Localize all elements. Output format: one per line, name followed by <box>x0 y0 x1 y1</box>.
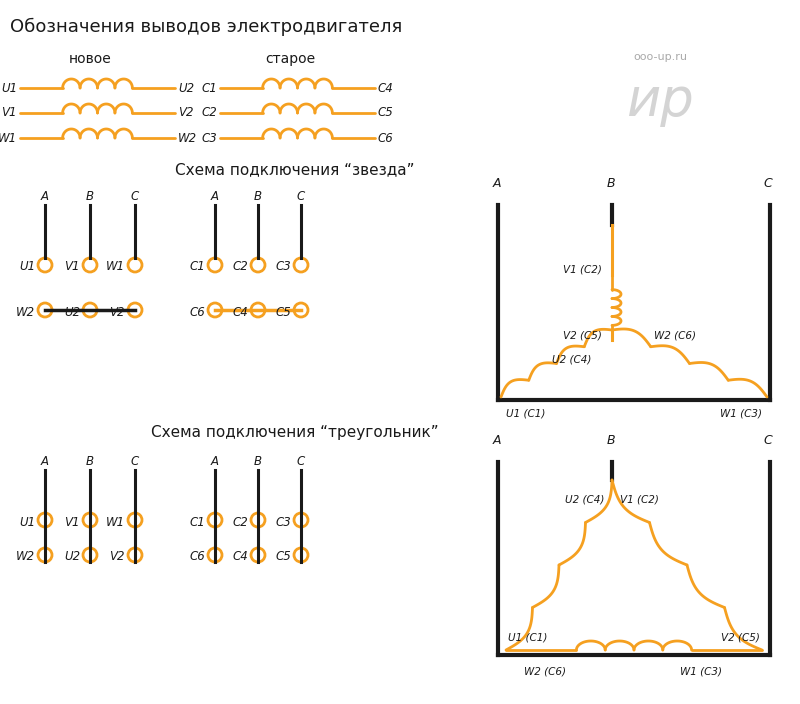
Text: V2: V2 <box>110 306 125 318</box>
Text: V1 (C2): V1 (C2) <box>620 495 659 505</box>
Text: U1: U1 <box>19 515 35 529</box>
Text: C5: C5 <box>378 106 394 120</box>
Text: Схема подключения “треугольник”: Схема подключения “треугольник” <box>151 425 439 440</box>
Text: C4: C4 <box>232 551 248 563</box>
Text: W1 (C3): W1 (C3) <box>680 667 722 677</box>
Text: B: B <box>254 455 262 468</box>
Text: B: B <box>607 177 616 190</box>
Text: V2 (C5): V2 (C5) <box>721 632 760 642</box>
Text: V1 (C2): V1 (C2) <box>563 265 602 275</box>
Text: U1 (C1): U1 (C1) <box>506 408 546 418</box>
Text: C4: C4 <box>232 306 248 318</box>
Text: V2: V2 <box>178 106 194 120</box>
Text: V1: V1 <box>2 106 17 120</box>
Text: U2 (C4): U2 (C4) <box>552 355 592 365</box>
Text: C3: C3 <box>202 132 217 144</box>
Text: U2: U2 <box>64 551 80 563</box>
Text: W1 (C3): W1 (C3) <box>720 408 762 418</box>
Text: новое: новое <box>69 52 111 66</box>
Text: W1: W1 <box>106 515 125 529</box>
Text: C: C <box>763 434 772 447</box>
Text: W2: W2 <box>16 306 35 318</box>
Text: V2 (C5): V2 (C5) <box>563 330 602 340</box>
Text: C6: C6 <box>190 551 205 563</box>
Text: C: C <box>297 455 305 468</box>
Text: U2: U2 <box>64 306 80 318</box>
Text: U2: U2 <box>178 82 194 94</box>
Text: U1: U1 <box>1 82 17 94</box>
Text: W2 (C6): W2 (C6) <box>654 330 696 340</box>
Text: C6: C6 <box>190 306 205 318</box>
Text: W1: W1 <box>0 132 17 144</box>
Text: W1: W1 <box>106 260 125 273</box>
Text: A: A <box>41 455 49 468</box>
Text: B: B <box>86 455 94 468</box>
Text: C3: C3 <box>275 260 291 273</box>
Text: C1: C1 <box>190 260 205 273</box>
Text: C3: C3 <box>275 515 291 529</box>
Text: C6: C6 <box>378 132 394 144</box>
Text: C: C <box>131 190 139 203</box>
Text: A: A <box>211 190 219 203</box>
Text: B: B <box>254 190 262 203</box>
Text: A: A <box>493 177 502 190</box>
Text: C1: C1 <box>190 515 205 529</box>
Text: U1: U1 <box>19 260 35 273</box>
Text: V1: V1 <box>65 260 80 273</box>
Text: A: A <box>211 455 219 468</box>
Text: B: B <box>607 434 616 447</box>
Text: C5: C5 <box>275 306 291 318</box>
Text: U2 (C4): U2 (C4) <box>565 495 604 505</box>
Text: ooo-up.ru: ooo-up.ru <box>633 52 687 62</box>
Text: U1 (C1): U1 (C1) <box>508 632 547 642</box>
Text: C2: C2 <box>232 515 248 529</box>
Text: V1: V1 <box>65 515 80 529</box>
Text: W2: W2 <box>178 132 197 144</box>
Text: C: C <box>763 177 772 190</box>
Text: ир: ир <box>626 75 694 127</box>
Text: C4: C4 <box>378 82 394 94</box>
Text: C: C <box>131 455 139 468</box>
Text: C5: C5 <box>275 551 291 563</box>
Text: C: C <box>297 190 305 203</box>
Text: B: B <box>86 190 94 203</box>
Text: A: A <box>493 434 502 447</box>
Text: Схема подключения “звезда”: Схема подключения “звезда” <box>175 162 414 177</box>
Text: W2 (C6): W2 (C6) <box>524 667 566 677</box>
Text: C1: C1 <box>202 82 217 94</box>
Text: C2: C2 <box>202 106 217 120</box>
Text: старое: старое <box>265 52 315 66</box>
Text: W2: W2 <box>16 551 35 563</box>
Text: A: A <box>41 190 49 203</box>
Text: Обозначения выводов электродвигателя: Обозначения выводов электродвигателя <box>10 18 402 36</box>
Text: C2: C2 <box>232 260 248 273</box>
Text: V2: V2 <box>110 551 125 563</box>
